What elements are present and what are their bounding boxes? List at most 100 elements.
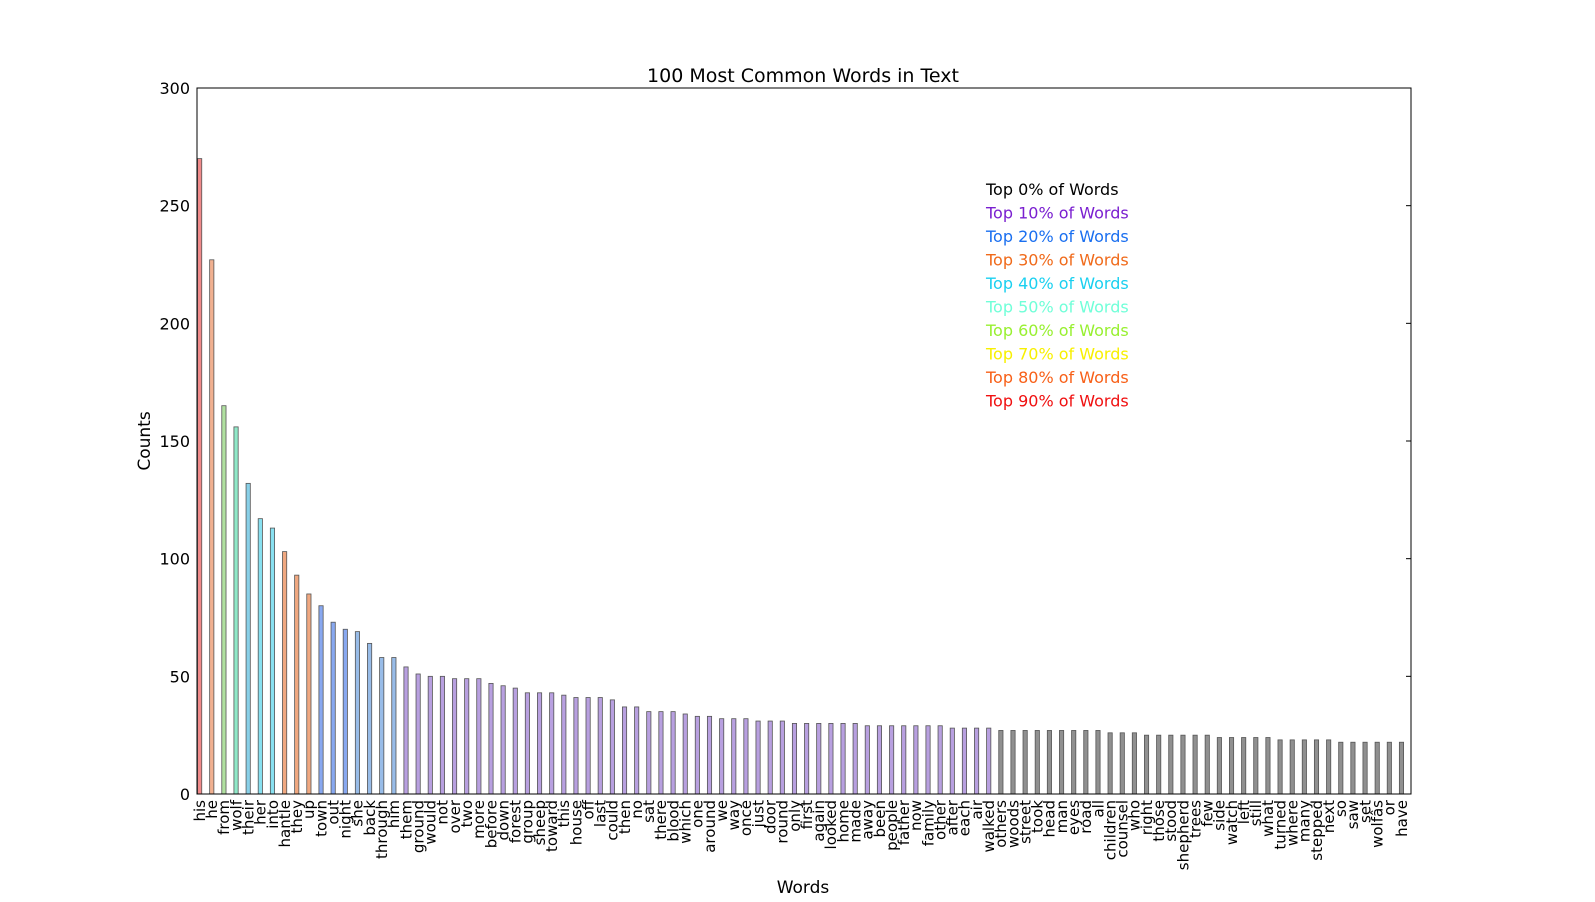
x-tick-label: more [470, 800, 488, 839]
legend-text: Top 60% of Words [985, 321, 1129, 340]
x-tick-label: road [1077, 800, 1095, 834]
x-tick-label: now [907, 800, 925, 831]
x-tick-label: would [422, 800, 440, 845]
bar [1119, 732, 1125, 795]
x-tick-label: set [1356, 800, 1374, 823]
legend-text: Top 90% of Words [985, 392, 1129, 411]
x-tick-label: off [579, 799, 597, 819]
bar [1241, 737, 1247, 795]
x-tick-label: out [324, 800, 342, 825]
plot-frame [196, 87, 1412, 795]
x-tick-label: eyes [1065, 800, 1083, 835]
y-tick-label: 100 [159, 550, 190, 569]
x-tick-label: saw [1344, 800, 1362, 829]
bar [1301, 739, 1307, 795]
bar [925, 725, 931, 795]
bar [706, 715, 713, 795]
bar [1192, 734, 1198, 795]
bar [391, 657, 397, 795]
bar [282, 551, 288, 795]
x-tick-label: hantle [276, 800, 294, 847]
x-tick-label: turned [1271, 800, 1289, 850]
x-tick-label: not [434, 800, 452, 825]
x-tick-label: street [1016, 800, 1034, 844]
x-tick-label: which [677, 800, 695, 844]
x-tick-label: have [1393, 800, 1411, 837]
bar [233, 426, 239, 795]
x-tick-label: ground [409, 800, 427, 853]
bar [306, 593, 312, 795]
bar [767, 720, 773, 795]
bar [488, 682, 494, 795]
bar [755, 720, 761, 795]
bar [318, 605, 324, 795]
bar [245, 482, 251, 795]
bar [694, 715, 700, 795]
y-tick-label: 50 [170, 667, 190, 686]
bar [269, 527, 275, 795]
x-tick-label: only [786, 800, 804, 832]
legend-text: Top 10% of Words [985, 204, 1129, 223]
x-tick-label: those [1150, 800, 1168, 842]
x-tick-label: way [725, 800, 743, 830]
bar [367, 642, 373, 795]
x-tick-label: them [397, 800, 415, 839]
bar [1204, 734, 1210, 795]
bar [634, 706, 640, 795]
x-tick-label: one [689, 800, 707, 828]
bar [500, 685, 506, 795]
bar [354, 631, 360, 795]
bar [537, 692, 543, 795]
x-tick-label: there [652, 800, 670, 840]
x-tick-label: watch [1223, 800, 1241, 845]
bar [1144, 734, 1150, 795]
bar [427, 675, 433, 795]
bar [779, 720, 785, 795]
x-tick-label: she [349, 800, 367, 827]
bar [658, 711, 664, 795]
x-tick-label: him [385, 800, 403, 828]
x-tick-label: door [762, 799, 780, 834]
bar [1180, 734, 1186, 795]
x-tick-label: we [713, 800, 731, 822]
bar [1338, 741, 1344, 795]
bar [549, 692, 555, 795]
x-tick-label: counsel [1114, 800, 1132, 858]
bar [512, 687, 518, 795]
x-tick-label: night [337, 800, 355, 839]
x-tick-label: house [567, 800, 585, 845]
bar [998, 730, 1004, 795]
x-tick-label: sheep [531, 800, 549, 845]
bar [1362, 741, 1368, 795]
legend-text: Top 50% of Words [985, 298, 1129, 317]
bar [622, 706, 628, 795]
chart-title: 100 Most Common Words in Text [647, 65, 959, 87]
bar [816, 723, 822, 795]
x-tick-label: shepherd [1174, 800, 1192, 870]
bar [1010, 730, 1016, 795]
bar [986, 727, 992, 795]
bar [937, 725, 943, 795]
legend-text: Top 30% of Words [985, 251, 1129, 270]
x-tick-label: last [592, 800, 610, 827]
bar [209, 259, 215, 795]
bar [961, 727, 967, 795]
x-tick-label: no [628, 800, 646, 819]
x-tick-label: this [555, 800, 573, 828]
bar [949, 727, 955, 795]
bar [889, 725, 895, 795]
x-tick-label: her [252, 799, 270, 825]
x-tick-label: air [968, 799, 986, 819]
x-tick-label: so [1332, 800, 1350, 817]
bar [1374, 741, 1380, 795]
x-tick-label: their [239, 799, 257, 835]
bar [913, 725, 919, 795]
x-tick-label: man [1053, 800, 1071, 833]
bar [974, 727, 980, 795]
x-tick-label: group [519, 800, 537, 844]
x-tick-label: children [1101, 800, 1119, 860]
x-tick-label: who [1126, 800, 1144, 831]
x-tick-label: people [883, 800, 901, 851]
bar [197, 158, 203, 795]
x-tick-label: then [616, 800, 634, 834]
